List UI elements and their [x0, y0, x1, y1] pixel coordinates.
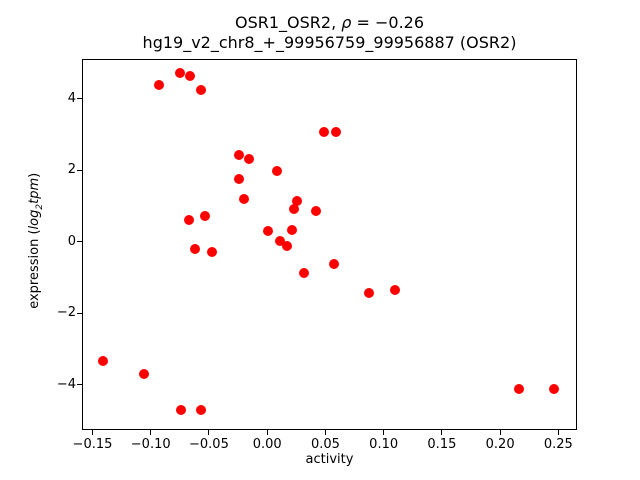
scatter-point [311, 205, 322, 216]
plot-area [82, 59, 577, 430]
y-tick-mark [77, 312, 82, 314]
y-tick-mark [77, 384, 82, 386]
scatter-point [390, 284, 401, 295]
ylabel-log: log [27, 209, 43, 230]
x-tick-label: −0.15 [72, 437, 113, 452]
scatter-point [176, 405, 186, 416]
title-rho-symbol: ρ [341, 13, 352, 32]
x-tick-mark [208, 430, 210, 435]
x-tick-mark [383, 430, 385, 435]
scatter-point [275, 236, 285, 247]
scatter-point [207, 247, 218, 258]
ylabel-tpm: tpm [27, 178, 43, 205]
x-tick-mark [266, 430, 268, 435]
ylabel-prefix: expression ( [27, 229, 43, 309]
scatter-point [189, 244, 200, 255]
x-tick-mark [324, 430, 326, 435]
y-tick-label: 4 [67, 90, 76, 106]
y-tick-label: −4 [56, 376, 76, 392]
scatter-point [263, 226, 274, 237]
y-axis-label: expression (log2tpm) [27, 173, 45, 309]
scatter-point [200, 211, 211, 222]
scatter-point [363, 287, 374, 298]
x-tick-label: −0.10 [130, 437, 171, 452]
chart-title: OSR1_OSR2, ρ = −0.26 hg19_v2_chr8_+_9995… [82, 13, 577, 53]
chart-title-line2: hg19_v2_chr8_+_99956759_99956887 (OSR2) [142, 33, 517, 52]
scatter-point [195, 84, 206, 95]
y-tick-label: 2 [67, 162, 76, 178]
chart-title-line1: OSR1_OSR2, ρ = −0.26 [82, 13, 577, 33]
x-tick-label: 0.05 [310, 437, 340, 452]
scatter-point [138, 368, 149, 379]
scatter-point [234, 150, 245, 161]
y-tick-mark [77, 241, 82, 243]
scatter-point [243, 153, 254, 164]
scatter-point [185, 70, 196, 81]
x-tick-label: 0.00 [252, 437, 282, 452]
x-tick-label: 0.25 [543, 437, 573, 452]
x-tick-mark [499, 430, 501, 435]
ylabel-suffix: ) [27, 173, 43, 179]
scatter-point [548, 384, 559, 395]
scatter-point [330, 127, 341, 138]
x-axis-label: activity [305, 452, 354, 467]
x-tick-mark [557, 430, 559, 435]
scatter-point [299, 267, 310, 278]
scatter-point [328, 258, 339, 269]
x-tick-mark [150, 430, 152, 435]
y-tick-label: −2 [56, 305, 76, 321]
scatter-point [174, 67, 185, 78]
y-tick-mark [77, 169, 82, 171]
ylabel-log-base: 2 [34, 204, 45, 210]
scatter-point [271, 166, 282, 177]
title-correlation-value: = −0.26 [351, 13, 425, 32]
scatter-point [281, 241, 292, 252]
x-tick-label: 0.10 [369, 437, 399, 452]
scatter-point [513, 383, 524, 394]
scatter-point [234, 173, 245, 184]
y-tick-mark [77, 98, 82, 100]
x-tick-mark [441, 430, 443, 435]
x-tick-label: −0.05 [189, 437, 229, 452]
scatter-point [288, 204, 299, 215]
y-tick-label: 0 [67, 233, 76, 249]
title-text-prefix: OSR1_OSR2, [234, 13, 342, 32]
scatter-point [195, 405, 206, 416]
scatter-point [153, 79, 164, 90]
scatter-point [97, 355, 108, 366]
scatter-point [319, 127, 330, 138]
x-tick-label: 0.15 [427, 437, 457, 452]
x-tick-label: 0.20 [485, 437, 515, 452]
scatter-point [286, 224, 297, 235]
x-tick-mark [91, 430, 93, 435]
scatter-point [238, 194, 249, 205]
scatter-point [184, 214, 195, 225]
scatter-point [292, 196, 303, 207]
